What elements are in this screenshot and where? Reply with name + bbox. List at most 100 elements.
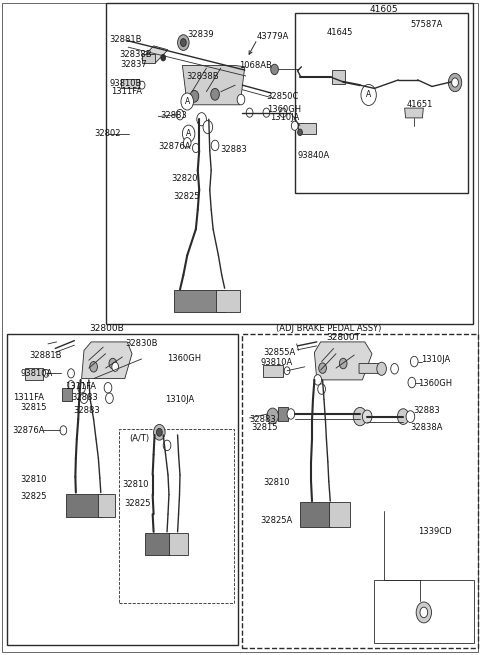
- Text: 32883: 32883: [414, 405, 441, 415]
- Bar: [7, 334, 238, 645]
- Text: 32825: 32825: [20, 492, 47, 501]
- Text: 32883: 32883: [73, 405, 100, 415]
- Text: 32825: 32825: [124, 498, 150, 508]
- Polygon shape: [62, 388, 72, 401]
- Circle shape: [181, 93, 193, 110]
- Text: 32830B: 32830B: [126, 339, 158, 348]
- Text: 1310JA: 1310JA: [165, 395, 194, 404]
- Text: 1311FA: 1311FA: [65, 382, 96, 391]
- Polygon shape: [169, 533, 188, 555]
- Circle shape: [416, 602, 432, 623]
- Polygon shape: [174, 290, 225, 312]
- Circle shape: [60, 426, 67, 435]
- Text: 1360GH: 1360GH: [267, 105, 301, 114]
- Circle shape: [182, 125, 195, 142]
- Bar: [242, 334, 478, 648]
- Text: 1339CD: 1339CD: [419, 527, 452, 536]
- Circle shape: [90, 362, 97, 372]
- Circle shape: [420, 607, 428, 618]
- Text: 32881B: 32881B: [30, 350, 62, 360]
- Bar: [295, 13, 468, 193]
- Circle shape: [78, 383, 85, 393]
- Circle shape: [109, 358, 117, 369]
- Circle shape: [139, 81, 145, 89]
- Polygon shape: [300, 502, 331, 527]
- Circle shape: [180, 39, 186, 47]
- Text: 32881B: 32881B: [109, 35, 142, 44]
- Circle shape: [267, 408, 278, 424]
- Polygon shape: [332, 70, 345, 84]
- Polygon shape: [405, 108, 423, 118]
- Circle shape: [192, 143, 199, 153]
- Text: 1311FA: 1311FA: [111, 87, 143, 96]
- Polygon shape: [329, 502, 350, 527]
- Text: 32838B: 32838B: [186, 72, 219, 81]
- Text: (ADJ BRAKE PEDAL ASSY): (ADJ BRAKE PEDAL ASSY): [276, 324, 382, 333]
- Circle shape: [377, 362, 386, 375]
- Circle shape: [361, 84, 376, 105]
- Polygon shape: [216, 290, 240, 312]
- Text: A: A: [186, 129, 191, 138]
- Text: (A/T): (A/T): [130, 434, 150, 443]
- Circle shape: [391, 364, 398, 374]
- Text: 32883: 32883: [71, 393, 98, 402]
- Text: 93810A: 93810A: [20, 369, 52, 378]
- Text: 41605: 41605: [370, 5, 398, 14]
- Circle shape: [397, 409, 409, 424]
- Text: 32820: 32820: [171, 174, 198, 183]
- Text: 93810A: 93810A: [260, 358, 292, 367]
- Text: 32855A: 32855A: [263, 348, 295, 357]
- Circle shape: [246, 108, 253, 117]
- Circle shape: [314, 375, 322, 385]
- Text: 32825: 32825: [173, 192, 199, 201]
- Circle shape: [183, 138, 191, 148]
- Text: 32883: 32883: [250, 415, 276, 424]
- Text: 41651: 41651: [407, 100, 433, 109]
- Circle shape: [161, 54, 166, 61]
- Circle shape: [176, 109, 184, 120]
- Circle shape: [106, 393, 113, 403]
- Text: 32837: 32837: [120, 60, 147, 69]
- Circle shape: [68, 381, 74, 390]
- Polygon shape: [66, 494, 101, 517]
- Circle shape: [211, 140, 219, 151]
- Polygon shape: [359, 364, 382, 373]
- Polygon shape: [98, 494, 115, 517]
- Circle shape: [339, 358, 347, 369]
- Circle shape: [362, 410, 372, 423]
- Circle shape: [104, 383, 112, 393]
- Polygon shape: [82, 342, 132, 379]
- Text: 41645: 41645: [326, 28, 353, 37]
- Circle shape: [237, 94, 245, 105]
- Polygon shape: [314, 342, 372, 380]
- Circle shape: [408, 377, 416, 388]
- Text: 32876A: 32876A: [12, 426, 45, 435]
- Text: 32810: 32810: [122, 480, 149, 489]
- Circle shape: [448, 73, 462, 92]
- Circle shape: [284, 367, 290, 375]
- Text: 1068AB: 1068AB: [239, 61, 272, 70]
- Bar: [119, 429, 234, 603]
- Text: 57587A: 57587A: [410, 20, 443, 29]
- Polygon shape: [121, 79, 139, 88]
- Text: 32825A: 32825A: [260, 516, 292, 525]
- Text: 1311FA: 1311FA: [13, 393, 45, 402]
- Circle shape: [190, 90, 199, 102]
- Text: 32883: 32883: [220, 145, 247, 155]
- Circle shape: [43, 369, 49, 377]
- Bar: [374, 580, 474, 643]
- Polygon shape: [263, 365, 283, 377]
- Circle shape: [287, 409, 295, 419]
- Circle shape: [280, 108, 287, 117]
- Text: 32838A: 32838A: [410, 423, 443, 432]
- Text: 32810: 32810: [20, 475, 47, 484]
- Circle shape: [298, 129, 302, 136]
- Text: 1360GH: 1360GH: [167, 354, 201, 364]
- Polygon shape: [145, 533, 170, 555]
- Text: 32876A: 32876A: [158, 142, 191, 151]
- Circle shape: [271, 64, 278, 75]
- Circle shape: [112, 362, 119, 371]
- Text: 93810B: 93810B: [109, 79, 142, 88]
- Circle shape: [156, 428, 162, 436]
- Text: A: A: [185, 97, 190, 106]
